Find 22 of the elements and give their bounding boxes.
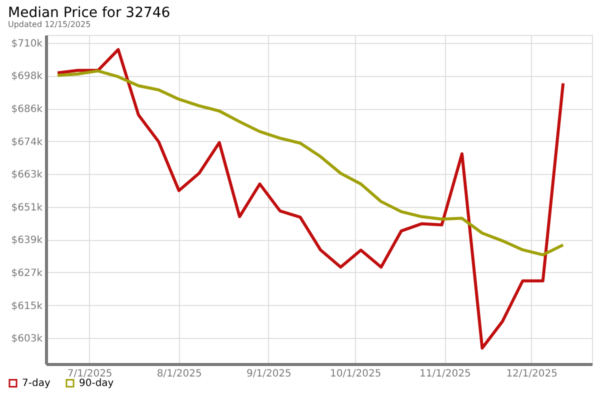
y-tick-label: $710k bbox=[11, 38, 43, 50]
y-tick-label: $603k bbox=[11, 334, 43, 345]
y-tick-label: $663k bbox=[11, 170, 43, 181]
x-tick-label: 12/1/2025 bbox=[506, 368, 558, 380]
y-tick-label: $686k bbox=[11, 104, 43, 116]
x-tick-label: 11/1/2025 bbox=[420, 368, 471, 380]
chart-subtitle: Updated 12/15/2025 bbox=[8, 20, 91, 29]
y-tick-label: $627k bbox=[11, 268, 43, 279]
y-tick-label: $651k bbox=[11, 202, 43, 214]
y-tick-label: $615k bbox=[11, 300, 43, 312]
legend-label: 90-day bbox=[79, 378, 114, 390]
x-tick-label: 10/1/2025 bbox=[330, 368, 382, 380]
line-series bbox=[56, 48, 565, 350]
chart-title: Median Price for 32746 bbox=[8, 5, 170, 21]
x-tick-label: 9/1/2025 bbox=[246, 368, 292, 380]
x-tick-label: 7/1/2025 bbox=[67, 368, 112, 380]
y-tick-label: $674k bbox=[11, 136, 43, 148]
x-tick-label: 8/1/2025 bbox=[156, 368, 202, 380]
line-series bbox=[56, 69, 565, 256]
y-tick-label: $639k bbox=[11, 235, 43, 246]
legend-label: 7-day bbox=[22, 378, 50, 390]
y-tick-label: $698k bbox=[11, 71, 43, 82]
